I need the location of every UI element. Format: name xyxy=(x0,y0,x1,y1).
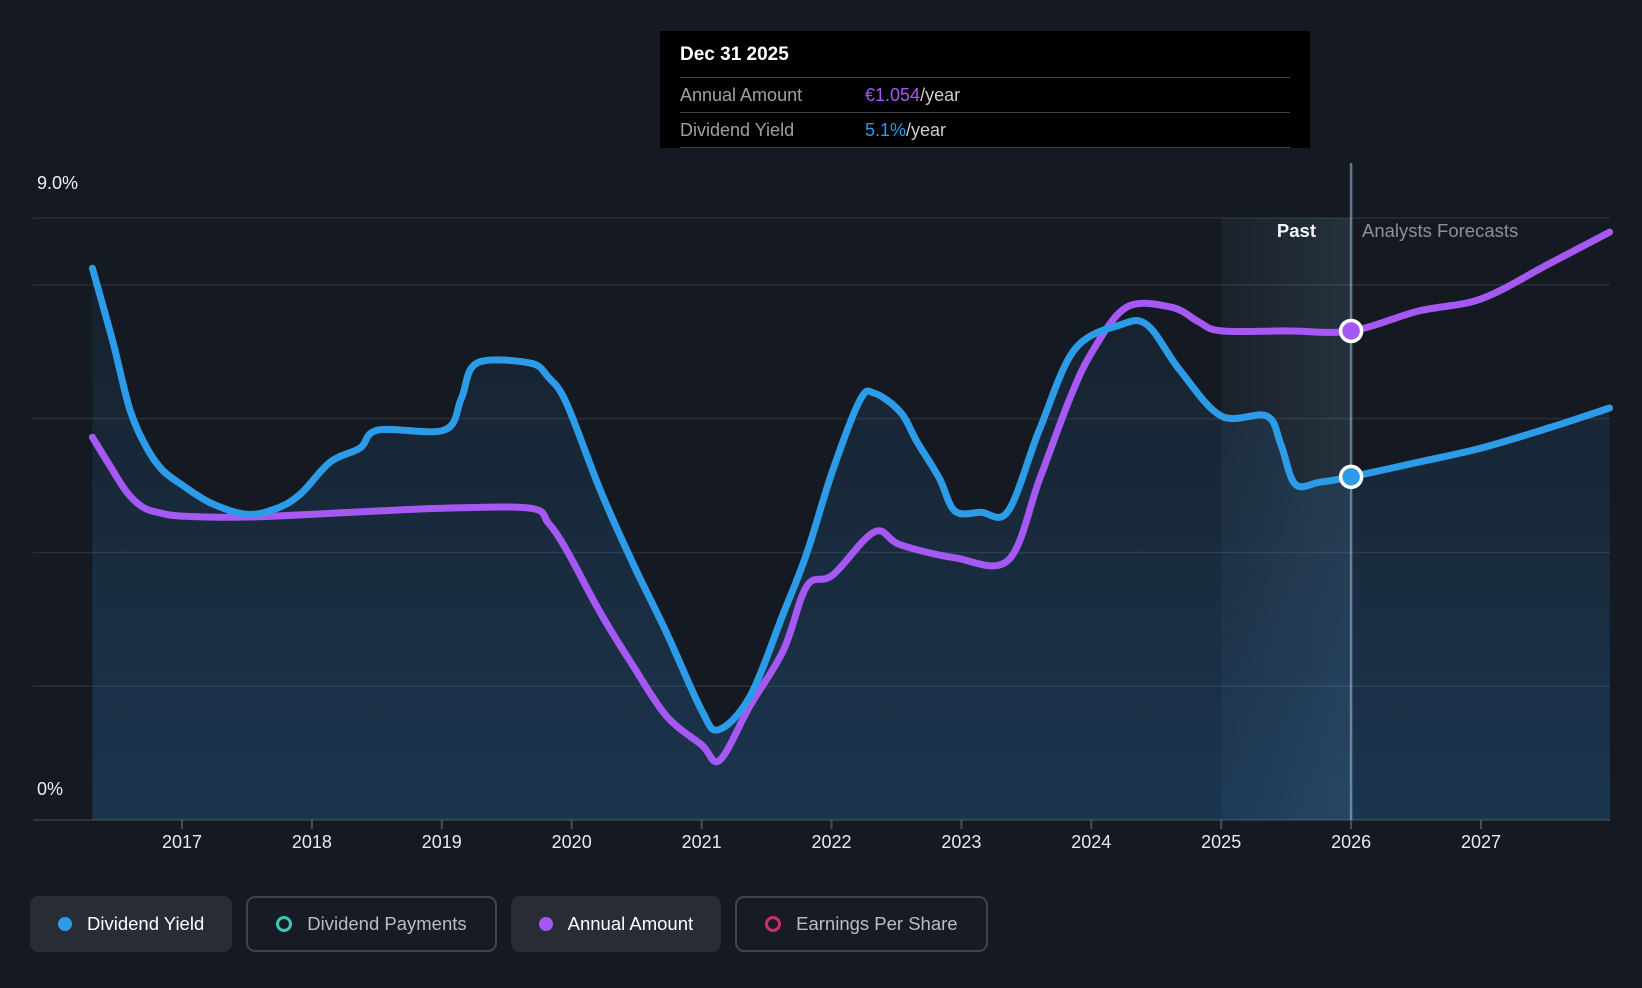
legend-label: Earnings Per Share xyxy=(796,913,958,934)
legend-dividend-payments[interactable]: Dividend Payments xyxy=(246,896,497,952)
legend-label: Dividend Yield xyxy=(87,913,205,934)
year-label: 2026 xyxy=(1331,832,1372,852)
tooltip-label: Dividend Yield xyxy=(680,119,795,140)
gridlines xyxy=(33,217,1610,821)
legend-dividend-yield[interactable]: Dividend Yield xyxy=(30,896,233,952)
dividend-yield-line xyxy=(88,264,1614,734)
legend-label: Annual Amount xyxy=(567,913,694,934)
tooltip-value: €1.054/year xyxy=(865,84,961,105)
dividend-yield-marker[interactable] xyxy=(1338,464,1364,490)
past-zone-label: Past xyxy=(1276,220,1316,241)
dividend-payments-ring-icon xyxy=(276,916,293,932)
earnings-per-share-ring-icon xyxy=(765,916,782,932)
x-axis-ticks xyxy=(181,820,1482,829)
y-axis-bottom-label: 0% xyxy=(37,779,64,799)
year-label: 2025 xyxy=(1201,832,1242,852)
year-label: 2023 xyxy=(941,832,982,852)
dividend-yield-area xyxy=(92,268,1610,820)
legend-earnings-per-share[interactable]: Earnings Per Share xyxy=(735,896,988,952)
analysts-forecasts-zone-label: Analysts Forecasts xyxy=(1362,220,1519,241)
chart-markers[interactable] xyxy=(1338,318,1364,490)
chart-tooltip: Dec 31 2025 Annual Amount €1.054/year Di… xyxy=(660,31,1310,148)
annual-amount-marker[interactable] xyxy=(1338,318,1364,344)
tooltip-row-dividend-yield: Dividend Yield 5.1%/year xyxy=(680,113,1290,148)
annual-amount-dot-icon xyxy=(538,917,553,931)
tooltip-value: 5.1%/year xyxy=(865,119,947,140)
year-label: 2024 xyxy=(1071,832,1112,852)
year-label: 2020 xyxy=(551,832,592,852)
year-label: 2018 xyxy=(291,832,332,852)
tooltip-row-annual-amount: Annual Amount €1.054/year xyxy=(680,78,1290,113)
dividend-yield-dot-icon xyxy=(58,917,72,931)
year-label: 2017 xyxy=(161,832,203,852)
year-label: 2021 xyxy=(681,832,722,852)
annual-amount-line xyxy=(88,228,1614,766)
year-label: 2019 xyxy=(421,832,462,852)
tooltip-date: Dec 31 2025 xyxy=(680,31,1290,78)
y-axis-top-label: 9.0% xyxy=(37,173,79,193)
year-label: 2022 xyxy=(811,832,852,852)
year-label: 2027 xyxy=(1460,832,1502,852)
chart-legend: Dividend Yield Dividend Payments Annual … xyxy=(30,896,988,952)
legend-annual-amount[interactable]: Annual Amount xyxy=(510,896,722,952)
tooltip-label: Annual Amount xyxy=(680,84,803,105)
legend-label: Dividend Payments xyxy=(307,913,467,934)
